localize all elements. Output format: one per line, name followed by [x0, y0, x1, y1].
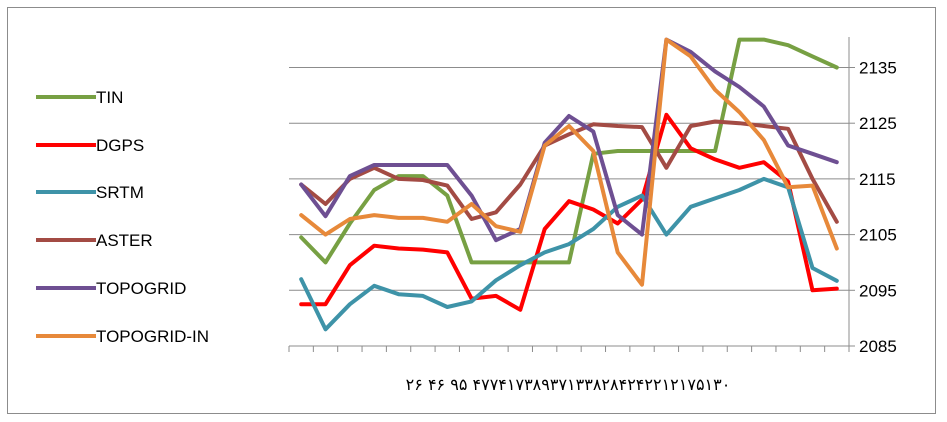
series-line-dgps — [299, 112, 839, 312]
axes — [288, 37, 850, 352]
y-tick-label: 2105 — [859, 226, 897, 245]
series-line-topogrid — [299, 37, 839, 243]
series-line-aster — [299, 119, 839, 224]
y-tick-label: 2085 — [859, 337, 897, 356]
legend-label: SRTM — [96, 183, 144, 202]
legend: TIN DGPS SRTM ASTER TOPOGRID TOPOGRID-IN — [36, 88, 209, 346]
legend-label: TIN — [96, 88, 123, 107]
legend-label: DGPS — [96, 136, 144, 155]
x-tick-labels: ۴۷۷۴۱۷۳۸۹۳۷۱۳۳۸۲۸۴۲۴۲۲۱۲۱۷۵۱۳۰ ۹۵ ۴۶ ۲۶ — [406, 375, 731, 394]
series-line-tin — [299, 37, 839, 265]
series-lines — [299, 37, 839, 332]
y-tick-label: 2115 — [859, 170, 896, 189]
grid-lines — [289, 67, 855, 347]
y-tick-label: 2125 — [859, 114, 897, 133]
legend-label: TOPOGRID — [96, 279, 186, 298]
series-line-topogrid-in — [299, 37, 839, 287]
y-tick-label: 2135 — [859, 59, 897, 78]
y-tick-label: 2095 — [859, 281, 897, 300]
y-tick-labels: 2085 2095 2105 2115 2125 2135 — [859, 59, 897, 357]
series-line-srtm — [299, 176, 839, 332]
legend-label: TOPOGRID-IN — [96, 327, 209, 346]
legend-label: ASTER — [96, 231, 153, 250]
